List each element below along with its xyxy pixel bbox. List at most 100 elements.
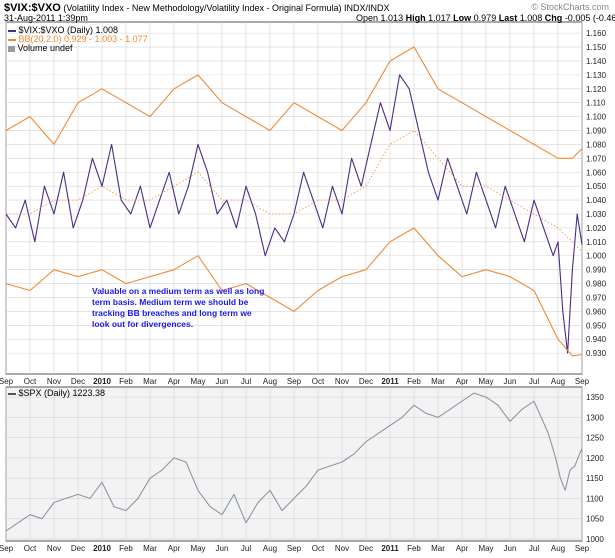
spx-x-tick-label: May [190, 544, 205, 553]
vix-vxo-x-tick-label: 2011 [381, 377, 399, 386]
vix-vxo-y-tick-label: 0.990 [586, 266, 607, 275]
legend-volume: Volume undef [8, 43, 73, 54]
vix-vxo-y-tick-label: 1.100 [586, 113, 607, 122]
vix-vxo-x-tick-label: Apr [168, 377, 181, 386]
vix-vxo-y-tick-label: 1.030 [586, 210, 607, 219]
vix-vxo-y-tick-label: 1.060 [586, 168, 607, 177]
vix-vxo-x-tick-label: Mar [431, 377, 445, 386]
vix-vxo-y-tick-label: 1.090 [586, 127, 607, 136]
spx-panel-title: $SPX (Daily) 1223.38 [8, 388, 105, 399]
legend-bb: BB(20,2.0) 0.929 - 1.003 - 1.077 [8, 34, 148, 45]
high-label: High [405, 13, 426, 23]
last-value: 1.008 [519, 13, 543, 23]
low-label: Low [453, 13, 472, 23]
vix-vxo-x-tick-label: Apr [456, 377, 469, 386]
watermark: © StockCharts.com [531, 2, 609, 12]
spx-y-tick-label: 1250 [586, 434, 604, 443]
vix-vxo-y-tick-label: 0.970 [586, 293, 607, 302]
exchange-label: INDX/INDX [344, 3, 390, 13]
vix-vxo-x-tick-label: 2010 [93, 377, 111, 386]
vix-vxo-y-tick-label: 0.950 [586, 321, 607, 330]
vix-vxo-y-tick-label: 1.160 [586, 29, 607, 38]
spx-x-tick-label: Nov [47, 544, 61, 553]
spx-x-tick-label: Jul [529, 544, 539, 553]
high-value: 1.017 [428, 13, 451, 23]
vix-vxo-x-tick-label: Sep [0, 377, 14, 386]
chart-date: 31-Aug-2011 1:39pm [4, 13, 88, 23]
vix-vxo-x-tick-label: Jul [241, 377, 251, 386]
spx-x-tick-label: Aug [263, 544, 277, 553]
spx-x-tick-label: Aug [551, 544, 565, 553]
vix-vxo-y-tick-label: 1.140 [586, 57, 607, 66]
spx-legend-label: $SPX (Daily) 1223.38 [18, 388, 106, 398]
spx-x-tick-label: Oct [24, 544, 37, 553]
spx-y-tick-label: 1100 [586, 494, 604, 503]
vix-vxo-x-tick-label: May [478, 377, 493, 386]
spx-x-tick-label: Apr [456, 544, 469, 553]
vix-vxo-x-tick-label: Sep [287, 377, 302, 386]
vix-vxo-x-tick-label: Dec [71, 377, 85, 386]
vix-vxo-y-tick-label: 1.150 [586, 43, 607, 52]
vix-vxo-y-tick-label: 1.020 [586, 224, 607, 233]
spx-x-tick-label: Mar [143, 544, 157, 553]
vix-vxo-y-tick-label: 1.000 [586, 252, 607, 261]
spx-x-tick-label: Sep [575, 544, 590, 553]
spx-x-tick-label: Jun [504, 544, 517, 553]
chart-annotation: Valuable on a medium term as well as lon… [92, 286, 265, 329]
spx-series-spx [5, 392, 583, 532]
open-value: 1.013 [380, 13, 404, 23]
spx-legend-swatch-icon [8, 392, 16, 395]
vix-vxo-x-tick-label: Feb [407, 377, 421, 386]
low-value: 0.979 [473, 13, 497, 23]
vix-vxo-y-tick-label: 1.110 [586, 99, 606, 108]
vix-vxo-x-tick-label: Oct [312, 377, 325, 386]
legend-volume-swatch-icon [8, 45, 15, 52]
spx-x-tick-label: Jun [216, 544, 229, 553]
vix-vxo-y-tick-label: 0.930 [586, 349, 607, 358]
legend-bb-label: BB(20,2.0) 0.929 - 1.003 - 1.077 [18, 34, 148, 44]
vix-vxo-x-tick-label: Aug [551, 377, 565, 386]
vix-vxo-y-tick-label: 1.040 [586, 196, 607, 205]
spx-x-tick-label: Oct [312, 544, 325, 553]
spx-x-tick-label: Dec [359, 544, 373, 553]
legend-ratio-swatch-icon [8, 29, 16, 32]
spx-y-tick-label: 1300 [586, 413, 604, 422]
spx-x-tick-label: May [478, 544, 493, 553]
symbol-title: $VIX:$VXO [4, 2, 61, 14]
vix-vxo-x-tick-label: May [190, 377, 205, 386]
vix-vxo-y-tick-label: 1.130 [586, 71, 607, 80]
legend-bb-swatch-icon [8, 38, 16, 41]
vix-vxo-y-tick-label: 1.010 [586, 238, 607, 247]
vix-vxo-x-tick-label: Aug [263, 377, 277, 386]
vix-vxo-x-tick-label: Oct [24, 377, 37, 386]
vix-vxo-x-tick-label: Mar [143, 377, 157, 386]
vix-vxo-y-tick-label: 1.070 [586, 154, 607, 163]
chart-header-left: $VIX:$VXO (Volatility Index - New Method… [4, 3, 390, 14]
lower-chart-panel: 1000 1050 1100 1150 1200 1250 1300 1350 Sep Oct No… [0, 386, 604, 553]
spx-x-tick-label: Nov [335, 544, 349, 553]
spx-x-tick-label: Dec [71, 544, 85, 553]
spx-y-tick-label: 1050 [586, 515, 604, 524]
spx-y-tick-label: 1200 [586, 454, 604, 463]
vix-vxo-y-tick-label: 1.120 [586, 85, 607, 94]
vix-vxo-x-tick-label: Jun [216, 377, 229, 386]
vix-vxo-series-bb-upper [5, 46, 583, 159]
spx-x-tick-label: Apr [168, 544, 181, 553]
vix-vxo-x-tick-label: Dec [359, 377, 373, 386]
open-label: Open [356, 13, 379, 23]
spx-y-tick-label: 1150 [586, 474, 604, 483]
vix-vxo-y-tick-label: 0.980 [586, 280, 607, 289]
vix-vxo-x-tick-label: Sep [575, 377, 590, 386]
spx-y-tick-label: 1000 [586, 535, 604, 544]
vix-vxo-x-tick-label: Nov [47, 377, 61, 386]
spx-x-tick-label: 2011 [381, 544, 399, 553]
ohlc-readout: Open 1.013 High 1.017 Low 0.979 Last 1.0… [356, 13, 615, 24]
last-label: Last [498, 13, 518, 23]
vix-vxo-y-tick-label: 0.940 [586, 335, 607, 344]
spx-x-tick-label: Feb [407, 544, 421, 553]
spx-x-tick-label: Mar [431, 544, 445, 553]
vix-vxo-series-bb-lower [5, 227, 583, 357]
symbol-description: (Volatility Index - New Methodology/Vola… [63, 3, 342, 13]
legend-volume-label: Volume undef [17, 43, 73, 53]
